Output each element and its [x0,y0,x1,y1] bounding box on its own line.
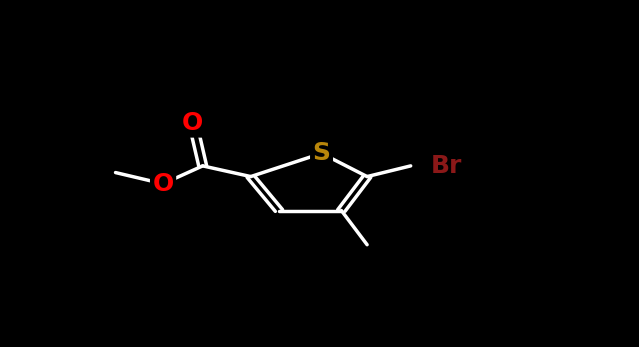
Text: Br: Br [431,154,462,178]
Text: O: O [153,172,174,196]
Text: S: S [312,141,330,165]
Text: O: O [182,111,203,135]
